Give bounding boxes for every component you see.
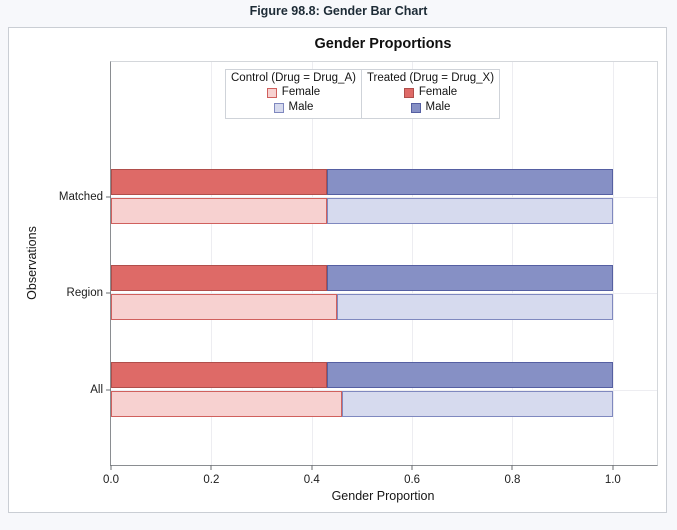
legend-item-male: Male [367,100,494,115]
bar-segment-female-treated [111,362,327,388]
x-tick-label: 0.6 [404,474,421,486]
legend-item-label: Male [425,101,451,113]
bar-segment-male-treated [326,169,613,195]
x-axis-tick [612,465,614,470]
gridline-x [412,62,414,465]
bar-segment-male-treated [326,362,613,388]
legend-swatch-icon [410,102,421,113]
legend-item-male: Male [231,100,356,115]
bar-segment-male-control [326,198,613,224]
y-axis-tick [106,196,111,198]
gridline-x [211,62,213,465]
gridline-y [111,197,657,198]
x-axis-tick [210,465,212,470]
chart-title: Gender Proportions [314,36,452,52]
legend: Control (Drug = Drug_A) Female Male Treated… [225,69,501,119]
x-tick-label: 0.2 [203,474,220,486]
gridline-x [512,62,514,465]
x-tick-label: 0.0 [103,474,119,486]
gridline-x [612,62,614,465]
legend-group-title: Treated (Drug = Drug_X) [366,72,495,84]
gridline-x [311,62,313,465]
legend-item-label: Female [281,86,321,98]
bar-segment-female-treated [111,265,327,291]
plot-area: 0.0 0.2 0.4 0.6 0.8 1.0 Matched Region All Contro… [59,61,658,486]
legend-item-label: Male [288,101,314,113]
x-axis-tick [411,465,413,470]
figure-title: Figure 98.8: Gender Bar Chart [249,4,428,18]
x-tick-label: 0.8 [504,474,521,486]
legend-swatch-icon [266,87,277,98]
gridline-y [111,390,657,391]
y-axis-label-band: Observations [9,61,55,464]
legend-swatch-icon [273,102,284,113]
category-label: All [90,384,103,396]
y-axis-label: Observations [25,225,39,300]
y-axis-tick [106,292,111,294]
bar-segment-female-control [111,198,327,224]
x-axis-tick [511,465,513,470]
legend-group-title: Control (Drug = Drug_A) [231,72,356,84]
legend-swatch-icon [403,87,414,98]
x-axis-tick [110,465,112,470]
bar-segment-female-control [111,391,342,417]
x-tick-label: 1.0 [604,474,621,486]
bar-segment-male-treated [326,265,613,291]
category-label: Matched [58,191,103,203]
legend-cell-treated: Treated (Drug = Drug_X) Female Male [360,70,499,118]
bar-segment-male-control [341,391,613,417]
chart-panel: Gender Proportions Observations 0.0 0.2 0.… [8,27,667,513]
legend-item-label: Female [418,86,458,98]
legend-item-female: Female [231,85,356,100]
y-axis-tick [106,389,111,391]
bar-segment-female-treated [111,169,327,195]
x-axis-label: Gender Proportion [331,489,435,503]
x-tick-label: 0.4 [303,474,320,486]
legend-cell-control: Control (Drug = Drug_A) Female Male [226,70,361,118]
legend-item-female: Female [367,85,494,100]
x-axis-tick [311,465,313,470]
category-label: Region [66,287,103,299]
gridline-y [111,293,657,294]
bar-segment-male-control [336,294,613,320]
bar-segment-female-control [111,294,337,320]
